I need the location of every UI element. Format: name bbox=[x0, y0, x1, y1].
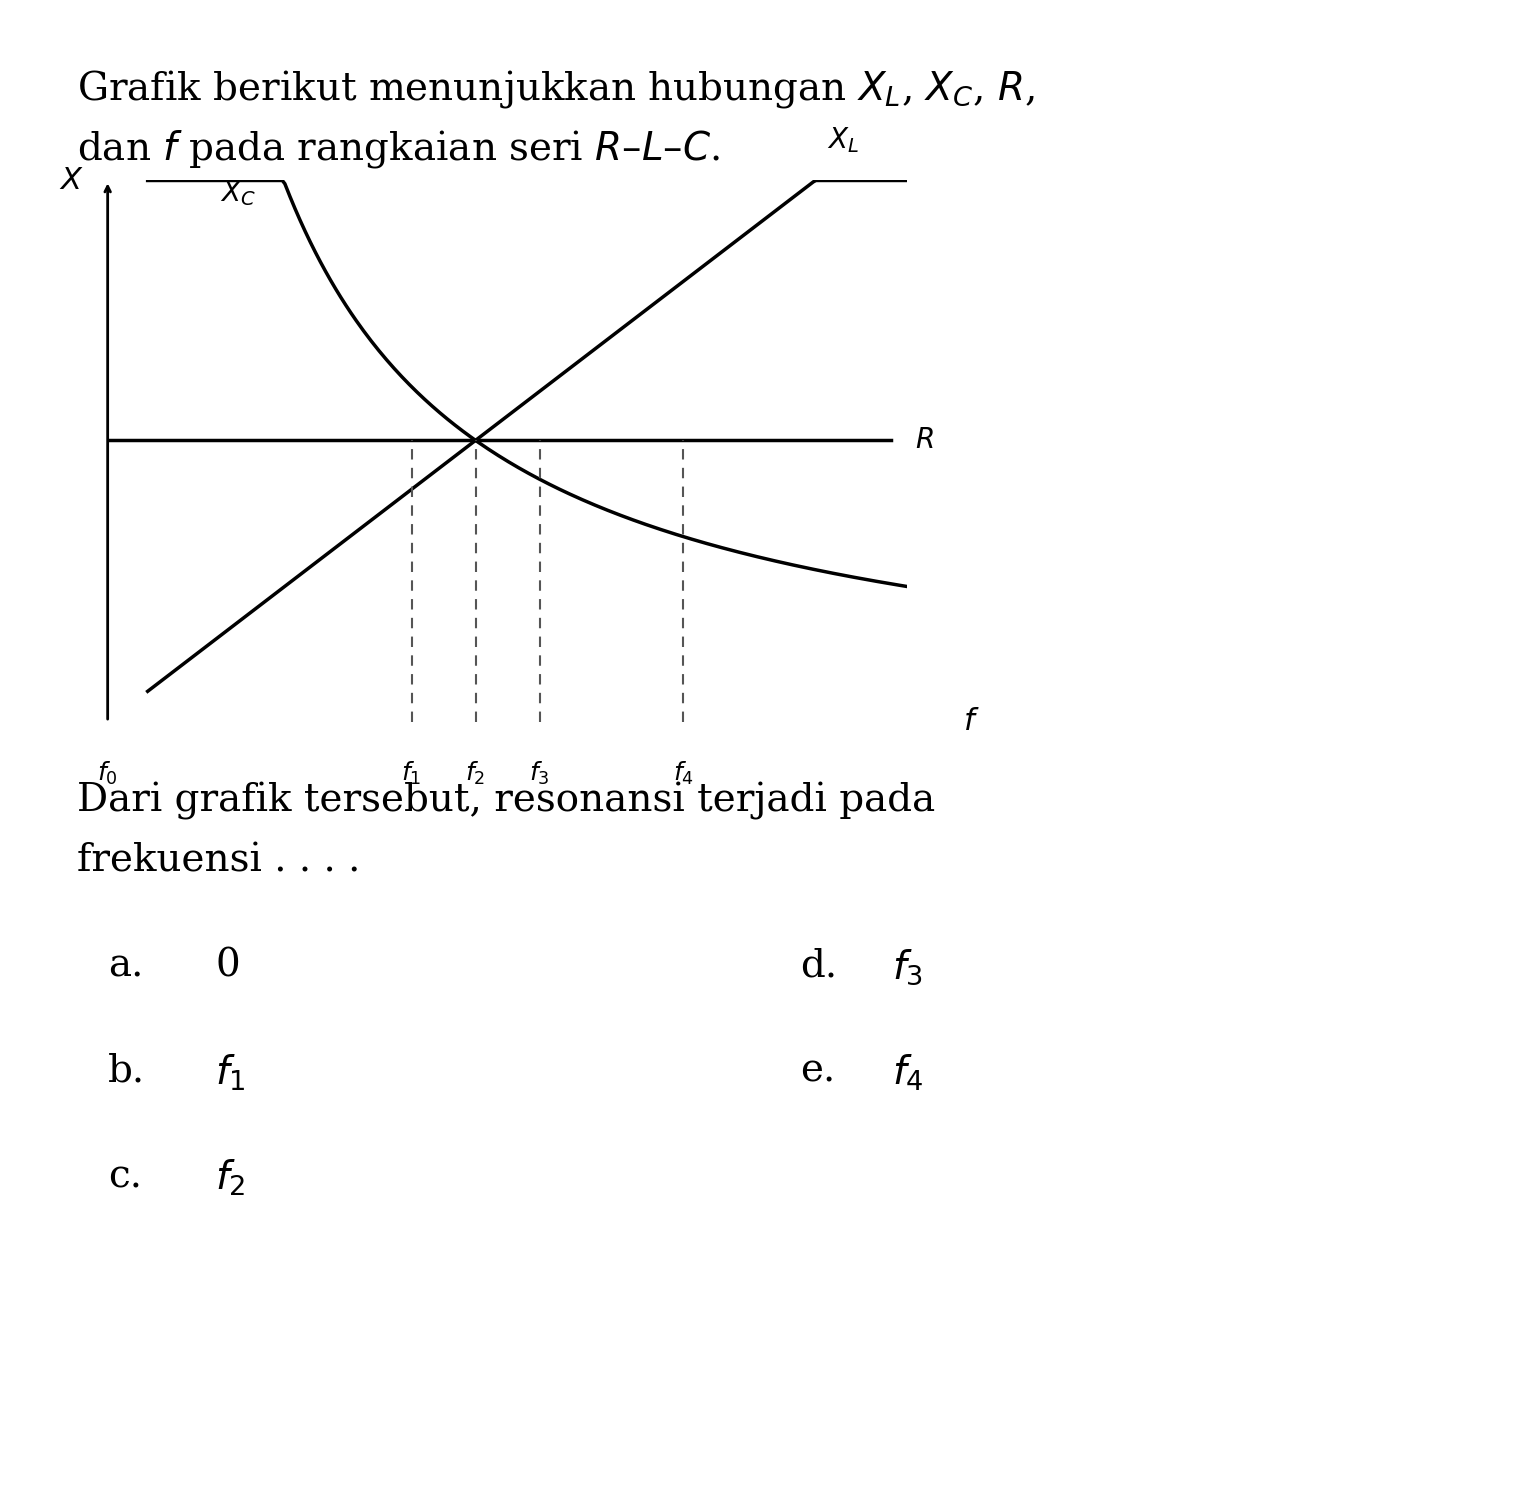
Text: b.: b. bbox=[108, 1053, 145, 1090]
Text: 0: 0 bbox=[215, 948, 240, 985]
Text: $f_2$: $f_2$ bbox=[466, 760, 486, 787]
Text: $f_1$: $f_1$ bbox=[401, 760, 421, 787]
Text: $R$: $R$ bbox=[915, 427, 934, 454]
Text: $f_0$: $f_0$ bbox=[97, 760, 118, 787]
Text: dan $f$ pada rangkaian seri $R$–$L$–$C$.: dan $f$ pada rangkaian seri $R$–$L$–$C$. bbox=[77, 128, 720, 170]
Text: $f_1$: $f_1$ bbox=[215, 1053, 246, 1093]
Text: c.: c. bbox=[108, 1158, 141, 1196]
Text: $f_4$: $f_4$ bbox=[674, 760, 694, 787]
Text: $f_4$: $f_4$ bbox=[892, 1053, 923, 1093]
Text: $f_3$: $f_3$ bbox=[529, 760, 549, 787]
Text: $f_2$: $f_2$ bbox=[215, 1158, 246, 1199]
Text: $X$: $X$ bbox=[58, 165, 83, 196]
Text: Grafik berikut menunjukkan hubungan $X_L$, $X_C$, $R$,: Grafik berikut menunjukkan hubungan $X_L… bbox=[77, 68, 1035, 110]
Text: Dari grafik tersebut, resonansi terjadi pada: Dari grafik tersebut, resonansi terjadi … bbox=[77, 782, 935, 820]
Text: frekuensi . . . .: frekuensi . . . . bbox=[77, 842, 360, 880]
Text: a.: a. bbox=[108, 948, 143, 985]
Text: $X_C$: $X_C$ bbox=[220, 177, 255, 208]
Text: $f$: $f$ bbox=[963, 707, 980, 737]
Text: $X_L$: $X_L$ bbox=[827, 125, 860, 155]
Text: e.: e. bbox=[800, 1053, 835, 1090]
Text: d.: d. bbox=[800, 948, 837, 985]
Text: $f_3$: $f_3$ bbox=[892, 948, 923, 987]
